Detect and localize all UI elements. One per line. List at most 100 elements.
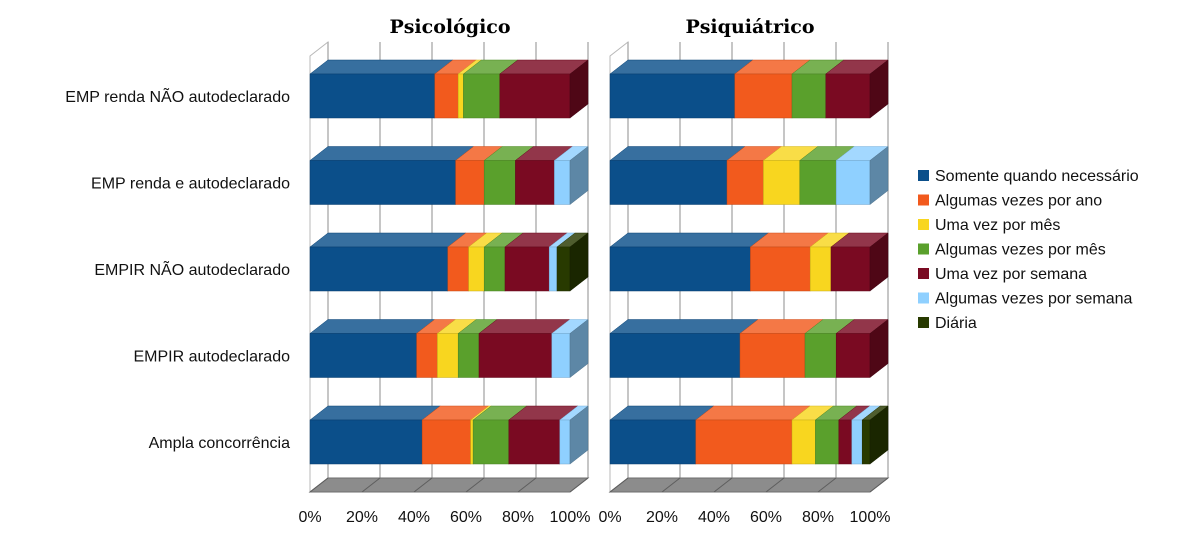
legend-label: Diária: [935, 315, 977, 332]
bar-segment: [825, 73, 871, 119]
bar-segment: [830, 246, 871, 292]
bar-row: [609, 318, 889, 379]
bar-segment: [470, 419, 474, 465]
x-tick-label: 60%: [750, 509, 782, 526]
bar-segment: [835, 333, 871, 378]
panel-title: Psiquiátrico: [685, 16, 814, 38]
panel-psiquiatrico: 0% 20% 40% 60% 80% 100% Psiquiátrico: [598, 16, 890, 526]
x-tick-label: 20%: [346, 509, 378, 526]
bar-row: [609, 405, 889, 465]
legend-label: Uma vez por mês: [935, 217, 1060, 234]
floor-grid: [569, 477, 589, 493]
bar-segment: [791, 419, 816, 465]
x-tick-label: 40%: [398, 509, 430, 526]
bar-segment: [815, 419, 840, 465]
bar-segment: [434, 73, 459, 119]
bar-segment: [463, 73, 501, 119]
bar-segment-side: [869, 232, 889, 292]
bar-segment: [838, 419, 853, 465]
bar-segment: [809, 246, 832, 292]
bar-segment: [457, 73, 464, 119]
bar-segment: [548, 246, 558, 292]
bar-segment: [551, 333, 571, 378]
floor-grid: [609, 477, 629, 493]
bar-row: [309, 145, 589, 206]
category-label: EMP renda NÃO autodeclarado: [65, 86, 290, 106]
bar-segment: [483, 160, 516, 205]
legend-swatch: [918, 268, 929, 279]
floor-grid: [465, 477, 485, 493]
bar-segment: [726, 160, 764, 205]
bar-segment: [763, 160, 801, 205]
legend-swatch: [918, 317, 929, 328]
bar-row: [609, 145, 889, 206]
bar-row: [309, 405, 589, 465]
bar-row: [609, 232, 889, 292]
bar-segment: [799, 160, 837, 205]
floor-grid: [361, 477, 381, 493]
category-label: EMPIR autodeclarado: [133, 349, 290, 366]
bar-segment-top: [609, 59, 754, 75]
x-tick-label: 0%: [598, 509, 621, 526]
legend-swatch: [918, 219, 929, 230]
bar-segment-top: [609, 146, 746, 161]
bar-segment-top: [309, 405, 441, 421]
bar-segment-side: [569, 59, 589, 119]
bar-segment: [455, 160, 485, 205]
bar-segment-side: [869, 145, 889, 206]
bar-segment: [309, 419, 423, 465]
bar-segment-side: [869, 318, 889, 379]
chart-floor: [308, 477, 590, 493]
bar-segment: [556, 246, 571, 292]
bar-segment: [734, 73, 793, 119]
bar-segment-top: [609, 232, 770, 248]
x-tick-label: 100%: [550, 509, 591, 526]
legend-label: Algumas vezes por mês: [935, 242, 1106, 259]
legend-label: Algumas vezes por semana: [935, 291, 1133, 308]
bar-segment: [478, 333, 553, 378]
floor-grid: [869, 477, 889, 493]
bar-segment: [309, 160, 456, 205]
x-tick-label: 20%: [646, 509, 678, 526]
legend-swatch: [918, 170, 929, 181]
bar-segment-top: [309, 232, 467, 248]
bar-segment: [750, 246, 811, 292]
bar-segment: [309, 73, 436, 119]
legend-label: Uma vez por semana: [935, 266, 1087, 283]
bar-segment: [515, 160, 555, 205]
bar-segment: [447, 246, 469, 292]
panel-psicologico: 0% 20% 40% 60% 80% 100% Psicológico: [298, 16, 590, 526]
bar-segment: [559, 419, 571, 465]
category-label: Ampla concorrência: [149, 435, 291, 452]
legend-label: Somente quando necessário: [935, 168, 1139, 185]
x-tick-label: 80%: [802, 509, 834, 526]
bar-segment: [457, 333, 480, 378]
category-labels: EMP renda NÃO autodeclarado EMP renda e a…: [65, 86, 290, 452]
bar-segment-side: [569, 318, 589, 379]
category-label: EMPIR NÃO autodeclarado: [94, 259, 290, 279]
bar-segment: [508, 419, 561, 465]
panel-title: Psicológico: [389, 16, 510, 38]
bar-segment: [609, 73, 736, 119]
bar-segment-side: [569, 145, 589, 206]
bar-segment: [609, 333, 741, 378]
x-tick-label: 100%: [850, 509, 891, 526]
bar-segment-side: [569, 405, 589, 465]
bar-segment: [437, 333, 459, 378]
bar-segment: [851, 419, 863, 465]
floor-grid: [517, 477, 537, 493]
bar-segment: [309, 246, 449, 292]
floor-grid: [661, 477, 681, 493]
chart-floor: [608, 477, 890, 493]
bar-segment: [739, 333, 806, 378]
bar-segment: [804, 333, 837, 378]
bar-segment: [554, 160, 571, 205]
bar-segment: [504, 246, 550, 292]
bar-segment: [309, 333, 417, 378]
bar-segment: [421, 419, 471, 465]
bar-row: [309, 318, 589, 379]
legend: Somente quando necessário Algumas vezes p…: [918, 168, 1139, 332]
legend-label: Algumas vezes por ano: [935, 193, 1102, 210]
bar-segment: [483, 246, 506, 292]
x-tick-label: 60%: [450, 509, 482, 526]
